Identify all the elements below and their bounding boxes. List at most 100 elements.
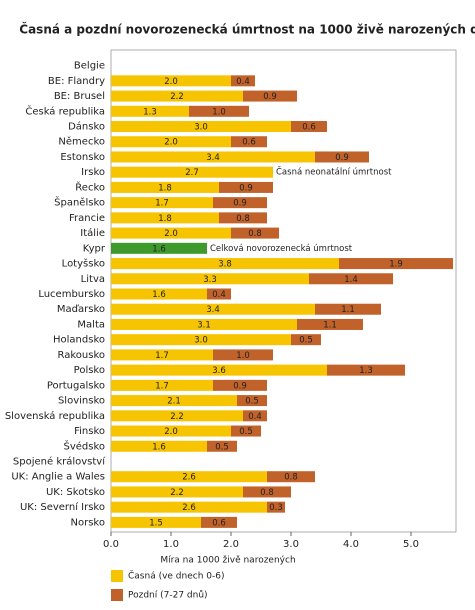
bar-segment	[111, 105, 189, 117]
chart-title: Časná a pozdní novorozenecká úmrtnost na…	[19, 22, 475, 37]
value-label: 0.8	[260, 488, 274, 498]
value-label: 3.1	[197, 320, 211, 330]
value-label: 0.9	[239, 183, 253, 193]
bar-segment	[111, 181, 219, 193]
bar-segment	[111, 410, 243, 422]
value-label: 2.2	[170, 488, 184, 498]
y-tick-label: Portugalsko	[47, 380, 105, 391]
y-tick-label: Finsko	[74, 426, 105, 437]
value-label: 3.0	[194, 123, 208, 133]
value-label: 1.0	[236, 351, 250, 361]
value-label: 1.3	[359, 366, 373, 376]
y-tick-label: Belgie	[74, 61, 105, 72]
bar-segment	[111, 471, 267, 483]
bar-segment	[111, 440, 207, 452]
bar-segment	[111, 212, 219, 224]
bar-segment	[111, 349, 213, 361]
value-label: 0.6	[242, 138, 256, 148]
bar-segment	[291, 121, 327, 133]
bar-segment	[207, 440, 237, 452]
value-label: 0.4	[212, 290, 226, 300]
bar-segment	[111, 395, 237, 407]
bar-segment	[111, 197, 213, 209]
bar-segment	[243, 486, 291, 498]
x-tick-label: 5.0	[403, 539, 419, 550]
value-label: 1.6	[152, 442, 166, 452]
value-label: 2.6	[182, 473, 196, 483]
bar-segment	[267, 471, 315, 483]
y-tick-label: Kypr	[83, 243, 106, 254]
bar-segment	[243, 90, 297, 102]
bar-segment	[111, 516, 201, 528]
bar-segment	[111, 151, 315, 163]
value-label: 0.8	[248, 229, 262, 239]
value-label: 0.5	[215, 442, 229, 452]
bar-segment	[111, 166, 273, 178]
value-label: 3.0	[194, 336, 208, 346]
bar-segment	[111, 288, 207, 300]
bar-segment	[315, 151, 369, 163]
y-tick-label: UK: Skotsko	[46, 487, 105, 498]
value-label: 1.7	[155, 351, 169, 361]
bar-segment	[111, 273, 309, 285]
value-label: 3.4	[206, 305, 220, 315]
annotation: Časná neonatální úmrtnost	[276, 166, 392, 178]
value-label: 0.8	[236, 214, 250, 224]
bar-segment	[327, 364, 405, 376]
bar-segment	[297, 318, 363, 330]
bar-segment	[213, 379, 267, 391]
value-label: 0.4	[236, 77, 250, 87]
y-tick-label: UK: Anglie a Wales	[11, 472, 105, 483]
x-tick-label: 3.0	[283, 539, 299, 550]
value-label: 1.7	[155, 381, 169, 391]
y-tick-label: Estonsko	[60, 152, 105, 163]
bar-segment	[243, 410, 267, 422]
y-tick-label: Česká republika	[25, 104, 105, 117]
y-tick-label: Švédsko	[63, 439, 105, 452]
bar-segment	[213, 197, 267, 209]
bar-segment	[111, 303, 315, 315]
bar-segment	[339, 258, 453, 270]
y-tick-label: Rakousko	[57, 350, 105, 361]
y-tick-label: Maďarsko	[57, 304, 105, 315]
annotation: Celková novorozenecká úmrtnost	[210, 244, 353, 254]
value-label: 0.9	[263, 92, 277, 102]
y-tick-label: Litva	[81, 274, 105, 285]
value-label: 3.4	[206, 153, 220, 163]
value-label: 1.8	[158, 183, 172, 193]
value-label: 1.9	[389, 260, 403, 270]
y-tick-label: Slovinsko	[58, 396, 105, 407]
value-label: 2.0	[164, 138, 178, 148]
bar-segment	[237, 395, 267, 407]
value-label: 1.0	[212, 107, 226, 117]
value-label: 1.4	[344, 275, 358, 285]
y-tick-label: Itálie	[80, 227, 105, 239]
bar-segment	[111, 90, 243, 102]
value-label: 3.6	[212, 366, 226, 376]
bar-segment	[231, 227, 279, 239]
value-label: 0.5	[239, 427, 253, 437]
value-label: 1.5	[149, 518, 163, 528]
y-tick-label: Lotyšsko	[62, 258, 105, 270]
bar-segment	[201, 516, 237, 528]
bar-segment	[231, 425, 261, 437]
bar-segment	[111, 364, 327, 376]
bar-segment	[111, 121, 291, 133]
value-label: 1.6	[152, 244, 166, 254]
bar-segment	[111, 379, 213, 391]
bar-segment	[309, 273, 393, 285]
legend-swatch	[111, 570, 123, 582]
value-label: 1.6	[152, 290, 166, 300]
bar-segment	[213, 349, 273, 361]
x-tick-label: 2.0	[223, 539, 239, 550]
bar-segment	[231, 136, 267, 148]
bar-segment	[111, 242, 207, 254]
legend-label: Pozdní (7-27 dnů)	[128, 590, 208, 601]
bar-segment	[267, 501, 285, 513]
y-tick-label: Spojené království	[13, 455, 106, 467]
x-tick-label: 1.0	[163, 539, 179, 550]
value-label: 0.8	[284, 473, 298, 483]
y-tick-label: Norsko	[71, 517, 105, 528]
value-label: 3.8	[218, 260, 232, 270]
